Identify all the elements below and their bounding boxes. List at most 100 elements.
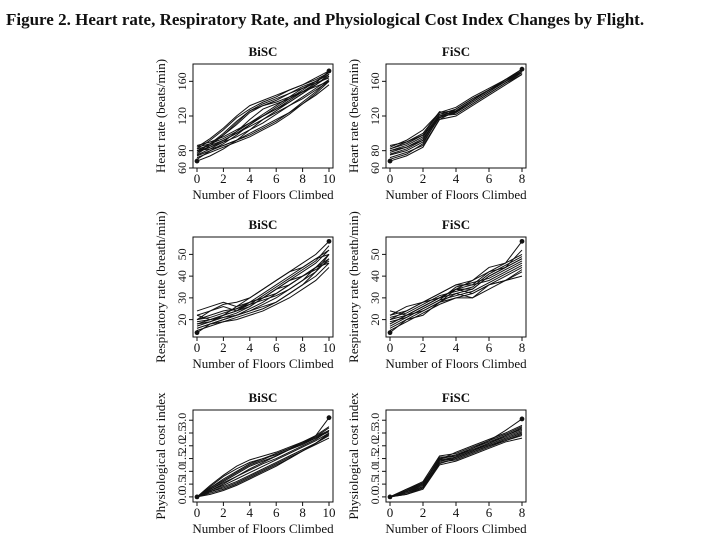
panel-title: FiSC — [442, 44, 470, 59]
y-tick-label: 80 — [368, 145, 382, 157]
max-marker — [519, 66, 525, 72]
chart-panel-6: FiSC 0 2 4 6 8 0.00.51.01.52.02.53.0 Number of … — [346, 390, 527, 536]
y-tick-label: 160 — [368, 72, 382, 90]
series-line-12 — [196, 258, 330, 327]
x-tick-label: 8 — [299, 505, 306, 520]
series-line-10 — [389, 73, 523, 152]
series-line-11 — [389, 269, 523, 331]
x-axis-label: Number of Floors Climbed — [385, 521, 527, 536]
y-tick-label: 120 — [368, 107, 382, 125]
max-marker — [519, 416, 525, 422]
series-line-6 — [196, 253, 330, 321]
x-tick-label: 4 — [453, 505, 460, 520]
series-line-3 — [196, 435, 330, 498]
panel-title: FiSC — [442, 390, 470, 405]
y-tick-label: 40 — [368, 270, 382, 282]
series-line-10 — [196, 430, 330, 498]
series-line-7 — [389, 275, 523, 325]
x-tick-label: 4 — [453, 340, 460, 355]
y-tick-label: 80 — [175, 145, 189, 157]
y-tick-label: 2.0 — [368, 438, 382, 453]
y-tick-label: 20 — [175, 314, 189, 326]
series-line-2 — [196, 75, 330, 156]
x-tick-label: 2 — [420, 505, 427, 520]
x-tick-label: 6 — [486, 171, 493, 186]
y-tick-label: 50 — [368, 248, 382, 260]
y-tick-label: 2.5 — [175, 426, 189, 441]
chart-panel-2: FiSC 0 2 4 6 8 60 80 120 160 Number of Floors Clim… — [346, 44, 527, 202]
series-line-11 — [389, 437, 523, 498]
x-tick-label: 2 — [220, 340, 227, 355]
min-marker — [387, 494, 393, 500]
x-tick-label: 0 — [387, 505, 394, 520]
series-line-10 — [389, 258, 523, 316]
y-tick-label: 2.0 — [175, 438, 189, 453]
series-line-13 — [389, 260, 523, 323]
x-tick-label: 4 — [247, 505, 254, 520]
x-tick-label: 8 — [519, 171, 526, 186]
max-marker — [326, 415, 332, 421]
min-marker — [194, 330, 200, 336]
series-line-12 — [196, 79, 330, 152]
y-tick-label: 20 — [368, 314, 382, 326]
x-tick-label: 8 — [299, 171, 306, 186]
plot-frame — [192, 236, 334, 338]
series-line-13 — [196, 254, 330, 312]
x-tick-label: 0 — [387, 171, 394, 186]
series-line-10 — [389, 431, 523, 498]
series-line-7 — [389, 429, 523, 498]
y-tick-label: 1.0 — [175, 464, 189, 479]
x-tick-label: 10 — [323, 340, 336, 355]
x-tick-label: 6 — [486, 340, 493, 355]
panel-title: BiSC — [249, 217, 278, 232]
series-line-13 — [196, 72, 330, 150]
x-tick-label: 8 — [519, 505, 526, 520]
series-line-8 — [389, 435, 523, 498]
x-tick-label: 2 — [220, 505, 227, 520]
x-tick-label: 10 — [323, 171, 336, 186]
series-line-7 — [196, 432, 330, 498]
y-axis-label: Physiological cost index — [153, 392, 168, 520]
x-tick-label: 4 — [247, 171, 254, 186]
chart-panel-3: BiSC 0 2 4 6 8 10 20 30 40 50 Number of Floors Clim… — [153, 211, 336, 371]
y-tick-label: 2.5 — [368, 426, 382, 441]
panel-title: BiSC — [249, 390, 278, 405]
y-axis-label: Respiratory rate (breath/min) — [153, 211, 168, 363]
panel-title: BiSC — [249, 44, 278, 59]
series-line-4 — [196, 72, 330, 150]
x-tick-label: 10 — [323, 505, 336, 520]
series-line-7 — [196, 70, 330, 148]
y-tick-label: 1.5 — [175, 451, 189, 466]
x-tick-label: 0 — [194, 505, 201, 520]
y-tick-label: 1.0 — [368, 464, 382, 479]
x-tick-label: 0 — [387, 340, 394, 355]
plot-frame — [192, 409, 334, 503]
series-line-15 — [196, 74, 330, 162]
series-line-12 — [389, 70, 523, 150]
y-axis-label: Heart rate (beats/min) — [346, 59, 361, 173]
y-tick-label: 60 — [368, 162, 382, 174]
y-tick-label: 3.0 — [175, 413, 189, 428]
y-tick-label: 0.5 — [368, 477, 382, 492]
x-tick-label: 6 — [273, 505, 280, 520]
y-tick-label: 1.5 — [368, 451, 382, 466]
series-line-16 — [196, 73, 330, 148]
y-tick-label: 0.0 — [175, 489, 189, 504]
series-line-7 — [196, 267, 330, 329]
series-line-9 — [389, 424, 523, 498]
min-marker — [194, 494, 200, 500]
series-line-1 — [389, 418, 523, 498]
series-line-8 — [389, 241, 523, 321]
y-tick-label: 160 — [175, 72, 189, 90]
min-marker — [194, 158, 200, 164]
series-line-1 — [389, 266, 523, 334]
series-line-8 — [389, 70, 523, 146]
x-tick-label: 4 — [453, 171, 460, 186]
x-tick-label: 2 — [220, 171, 227, 186]
series-line-10 — [196, 262, 330, 331]
min-marker — [387, 158, 393, 164]
series-line-8 — [196, 431, 330, 498]
y-axis-label: Respiratory rate (breath/min) — [346, 211, 361, 363]
x-tick-label: 8 — [299, 340, 306, 355]
